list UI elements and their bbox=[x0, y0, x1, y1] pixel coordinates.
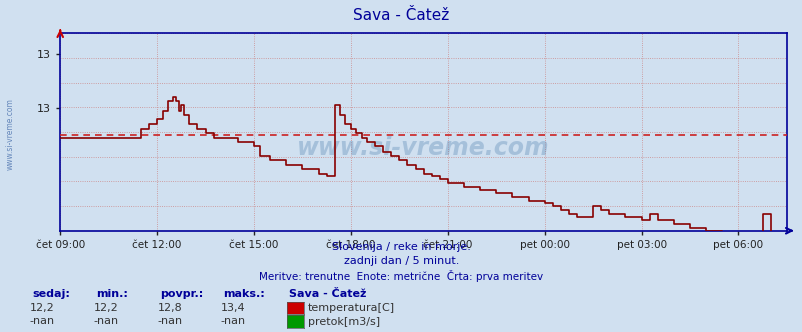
Text: Slovenija / reke in morje.: Slovenija / reke in morje. bbox=[332, 242, 470, 252]
Text: -nan: -nan bbox=[93, 316, 119, 326]
Text: pretok[m3/s]: pretok[m3/s] bbox=[307, 317, 379, 327]
Text: 12,8: 12,8 bbox=[158, 303, 182, 313]
Text: sedaj:: sedaj: bbox=[32, 289, 70, 299]
Text: -nan: -nan bbox=[220, 316, 245, 326]
Text: 12,2: 12,2 bbox=[30, 303, 54, 313]
Text: temperatura[C]: temperatura[C] bbox=[307, 303, 394, 313]
Text: min.:: min.: bbox=[96, 289, 128, 299]
Text: Meritve: trenutne  Enote: metrične  Črta: prva meritev: Meritve: trenutne Enote: metrične Črta: … bbox=[259, 270, 543, 282]
Text: zadnji dan / 5 minut.: zadnji dan / 5 minut. bbox=[343, 256, 459, 266]
Text: povpr.:: povpr.: bbox=[160, 289, 204, 299]
Text: www.si-vreme.com: www.si-vreme.com bbox=[297, 136, 549, 160]
Text: Sava - Čatež: Sava - Čatež bbox=[289, 289, 366, 299]
Text: maks.:: maks.: bbox=[223, 289, 265, 299]
Text: www.si-vreme.com: www.si-vreme.com bbox=[6, 99, 15, 170]
Text: 12,2: 12,2 bbox=[94, 303, 118, 313]
Text: -nan: -nan bbox=[157, 316, 183, 326]
Text: -nan: -nan bbox=[29, 316, 55, 326]
Text: Sava - Čatež: Sava - Čatež bbox=[353, 8, 449, 23]
Text: 13,4: 13,4 bbox=[221, 303, 245, 313]
